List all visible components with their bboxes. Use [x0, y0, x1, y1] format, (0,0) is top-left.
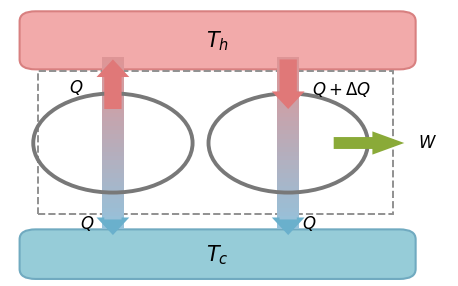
Bar	[102, 108, 124, 113]
Bar	[102, 61, 124, 65]
FancyBboxPatch shape	[20, 229, 416, 279]
Bar	[277, 134, 299, 139]
Text: $Q$: $Q$	[80, 214, 95, 233]
Bar	[102, 78, 124, 83]
Bar	[277, 108, 299, 113]
Text: $Q$: $Q$	[302, 214, 316, 233]
FancyArrow shape	[97, 217, 129, 235]
Bar	[277, 178, 299, 182]
Bar	[277, 160, 299, 165]
Bar	[102, 212, 124, 217]
Bar	[277, 217, 299, 221]
Text: $Q$: $Q$	[69, 78, 83, 97]
Bar	[102, 121, 124, 126]
FancyBboxPatch shape	[20, 11, 416, 69]
Bar	[102, 217, 124, 221]
Bar	[277, 104, 299, 108]
Bar	[102, 117, 124, 121]
Bar	[277, 65, 299, 69]
FancyArrow shape	[272, 217, 305, 235]
Bar	[277, 91, 299, 96]
Bar	[277, 221, 299, 225]
Bar	[277, 165, 299, 169]
Bar	[102, 156, 124, 160]
Bar	[102, 126, 124, 130]
Text: $T_c$: $T_c$	[206, 243, 229, 267]
Bar	[277, 199, 299, 203]
Bar	[277, 225, 299, 229]
Text: $T_h$: $T_h$	[206, 29, 229, 53]
Bar	[277, 208, 299, 212]
Bar	[102, 100, 124, 104]
Bar	[277, 169, 299, 173]
FancyArrow shape	[272, 59, 305, 109]
Bar	[277, 121, 299, 126]
Bar	[277, 74, 299, 78]
Bar	[102, 134, 124, 139]
Bar	[277, 117, 299, 121]
Bar	[277, 100, 299, 104]
Bar	[102, 91, 124, 96]
Bar	[277, 156, 299, 160]
Bar	[277, 96, 299, 100]
Bar	[102, 130, 124, 134]
Bar	[277, 152, 299, 156]
Bar	[102, 182, 124, 186]
Bar	[102, 186, 124, 190]
Bar	[102, 152, 124, 156]
Bar	[102, 143, 124, 147]
Bar	[102, 83, 124, 87]
Bar	[277, 190, 299, 195]
Bar	[102, 104, 124, 108]
Bar	[102, 225, 124, 229]
Bar	[38, 71, 393, 214]
Bar	[102, 96, 124, 100]
Bar	[102, 113, 124, 117]
Bar	[277, 173, 299, 178]
Bar	[277, 195, 299, 199]
Bar	[102, 74, 124, 78]
Bar	[277, 57, 299, 61]
Bar	[102, 190, 124, 195]
Bar	[102, 147, 124, 152]
Bar	[102, 178, 124, 182]
Bar	[102, 69, 124, 74]
Bar	[277, 203, 299, 208]
Bar	[277, 87, 299, 91]
Bar	[102, 221, 124, 225]
Bar	[102, 65, 124, 69]
Bar	[277, 130, 299, 134]
Bar	[277, 212, 299, 217]
Bar	[102, 208, 124, 212]
Bar	[102, 87, 124, 91]
Bar	[102, 203, 124, 208]
Bar	[102, 173, 124, 178]
Text: $Q + \Delta Q$: $Q + \Delta Q$	[312, 80, 371, 99]
Bar	[277, 78, 299, 83]
Text: $W$: $W$	[418, 134, 437, 152]
Bar	[277, 182, 299, 186]
Bar	[277, 61, 299, 65]
Bar	[102, 195, 124, 199]
Bar	[277, 113, 299, 117]
Bar	[277, 143, 299, 147]
Bar	[277, 186, 299, 190]
Bar	[277, 69, 299, 74]
Bar	[102, 199, 124, 203]
Bar	[102, 169, 124, 173]
Bar	[102, 139, 124, 143]
Bar	[102, 165, 124, 169]
Bar	[277, 147, 299, 152]
Bar	[277, 126, 299, 130]
FancyArrow shape	[97, 59, 129, 109]
Bar	[102, 160, 124, 165]
Bar	[277, 83, 299, 87]
Bar	[277, 139, 299, 143]
Bar	[102, 57, 124, 61]
FancyArrow shape	[334, 131, 404, 155]
